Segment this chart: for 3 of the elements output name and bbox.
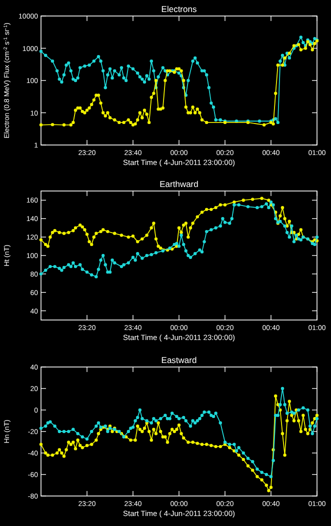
chart-title: Earthward	[160, 179, 199, 189]
chart-title: Electrons	[161, 4, 197, 14]
chart-title: Eastward	[161, 355, 197, 365]
